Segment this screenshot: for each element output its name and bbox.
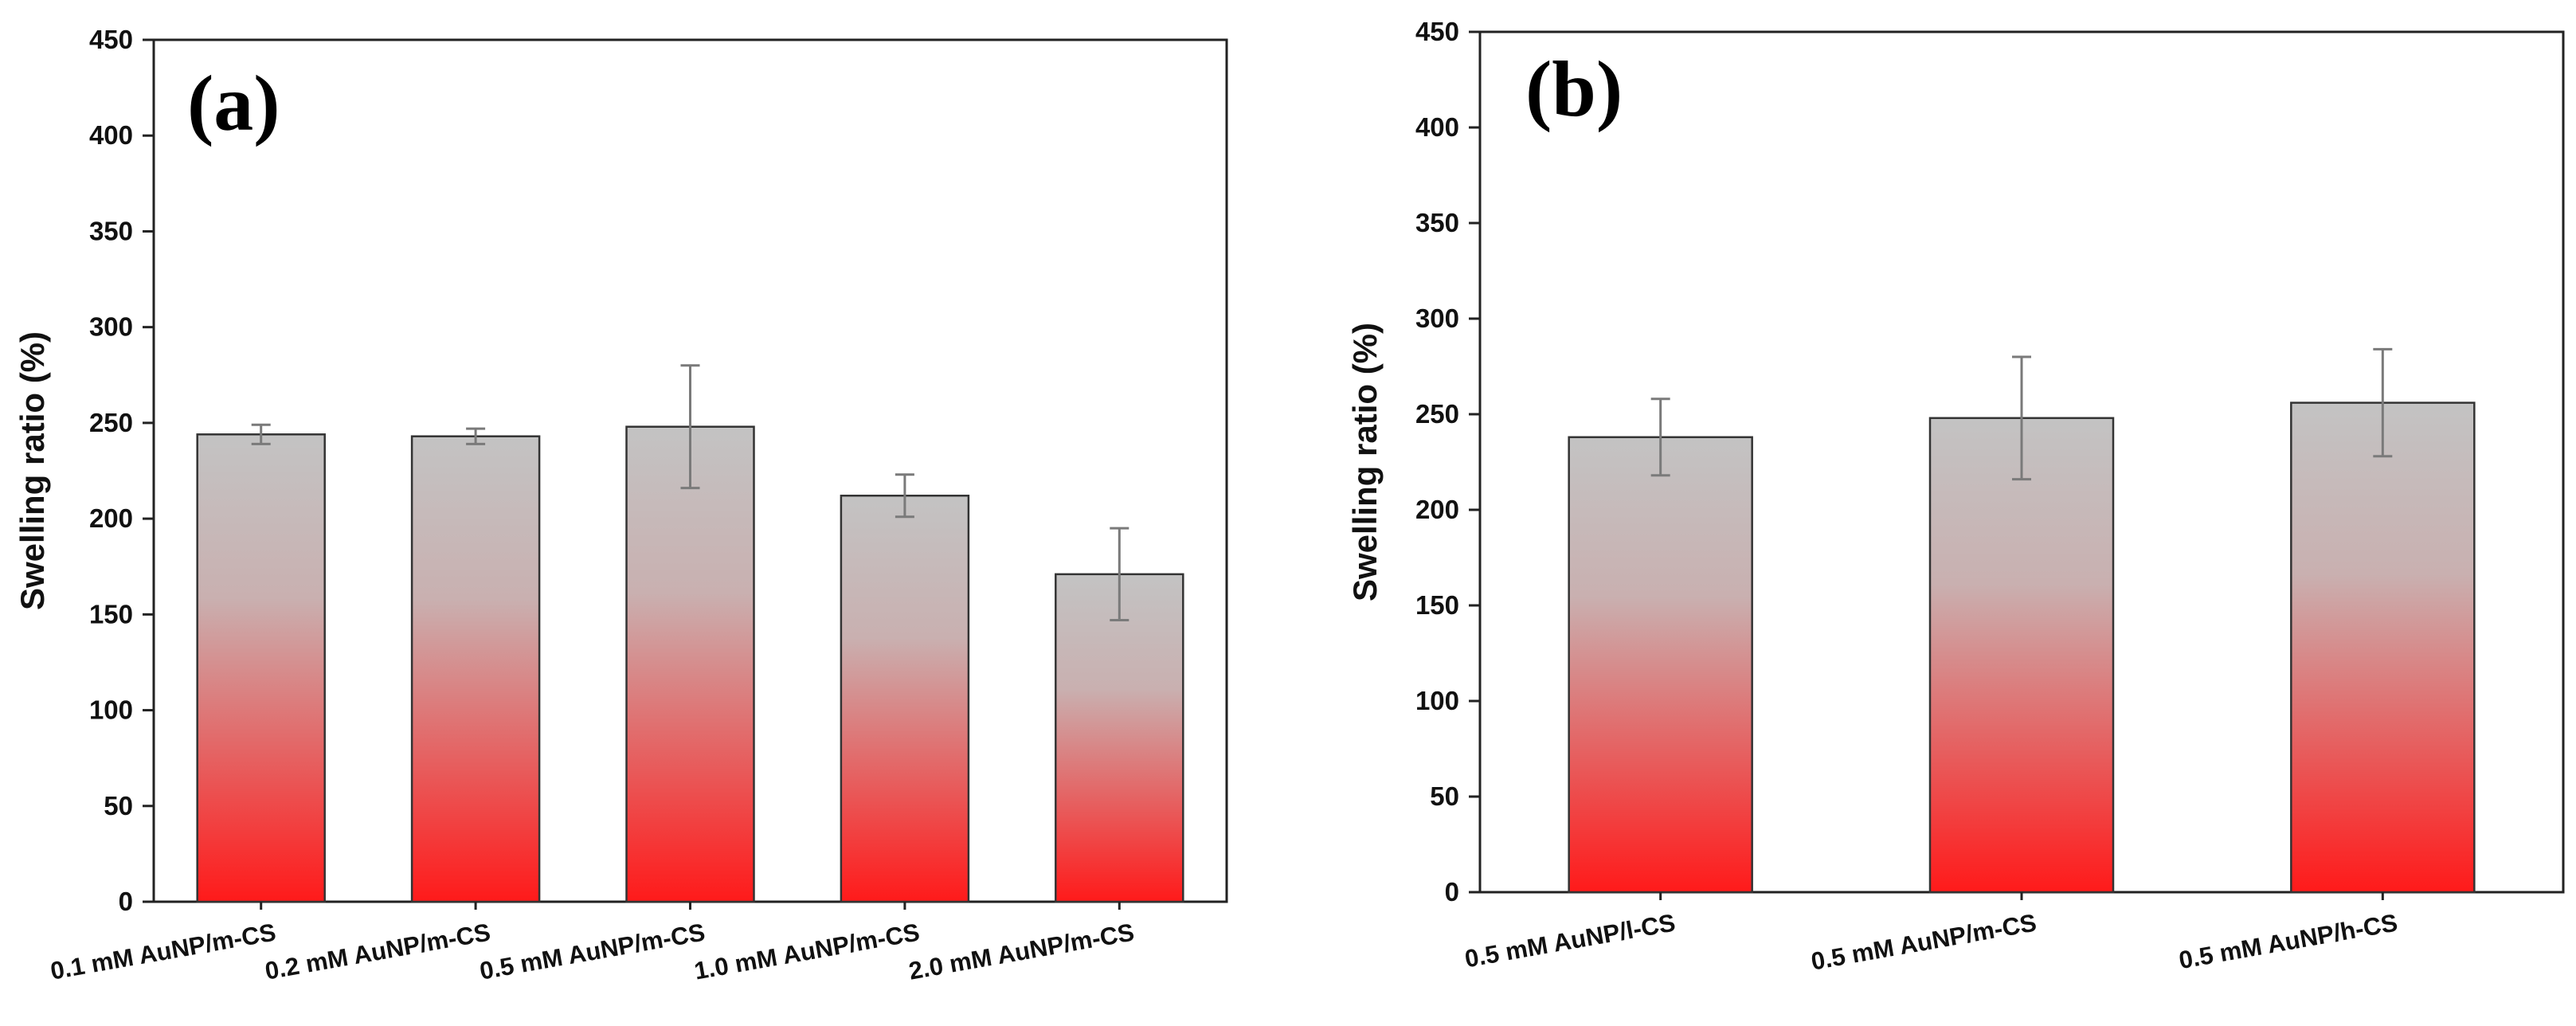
x-category-label: 0.5 mM AuNP/m-CS [477, 918, 707, 985]
x-category-label: 2.0 mM AuNP/m-CS [906, 918, 1136, 985]
x-category-label: 1.0 mM AuNP/m-CS [692, 918, 922, 985]
panel-label: (a) [187, 59, 280, 147]
bar [625, 425, 755, 903]
y-tick-label: 0 [119, 887, 133, 916]
y-tick-label: 200 [1415, 495, 1459, 524]
x-category-label: 0.2 mM AuNP/m-CS [263, 918, 492, 985]
bar [2290, 401, 2476, 894]
y-axis-label: Swelling ratio (%) [14, 331, 51, 610]
y-tick-label: 450 [89, 25, 133, 54]
bar [1568, 436, 1753, 894]
y-tick-label: 200 [89, 503, 133, 533]
x-category-label: 0.5 mM AuNP/h-CS [2177, 908, 2400, 974]
bar [1055, 573, 1184, 903]
bar [1928, 417, 2115, 894]
x-category-label: 0.5 mM AuNP/l-CS [1462, 908, 1678, 973]
y-tick-label: 0 [1445, 877, 1459, 907]
y-tick-label: 100 [89, 695, 133, 725]
x-category-label: 0.5 mM AuNP/m-CS [1809, 908, 2038, 975]
y-tick-label: 100 [1415, 686, 1459, 715]
x-category-label: 0.1 mM AuNP/m-CS [49, 918, 278, 985]
y-tick-label: 300 [89, 312, 133, 342]
panel-label: (b) [1525, 45, 1623, 133]
y-tick-label: 400 [89, 120, 133, 150]
y-tick-label: 250 [89, 408, 133, 437]
bar [196, 433, 326, 903]
y-tick-label: 350 [89, 216, 133, 245]
bar [410, 435, 541, 903]
chart-panel-a: 0 50 100 150 200 250 300 350 400 450 0.1 mM AuNP/m… [14, 25, 1228, 985]
y-tick-label: 150 [1415, 590, 1459, 620]
y-tick-label: 450 [1415, 17, 1459, 46]
y-tick-label: 350 [1415, 208, 1459, 237]
y-tick-label: 250 [1415, 399, 1459, 429]
y-tick-label: 50 [1430, 781, 1459, 811]
y-tick-label: 50 [104, 791, 133, 820]
y-axis-label: Swelling ratio (%) [1346, 323, 1384, 601]
y-tick-label: 150 [89, 599, 133, 629]
y-tick-label: 300 [1415, 303, 1459, 333]
y-tick-label: 400 [1415, 112, 1459, 142]
chart-panel-b: 0 50 100 150 200 250 300 350 400 450 0.5 mM AuNP/l… [1346, 17, 2565, 976]
bar [840, 495, 970, 903]
